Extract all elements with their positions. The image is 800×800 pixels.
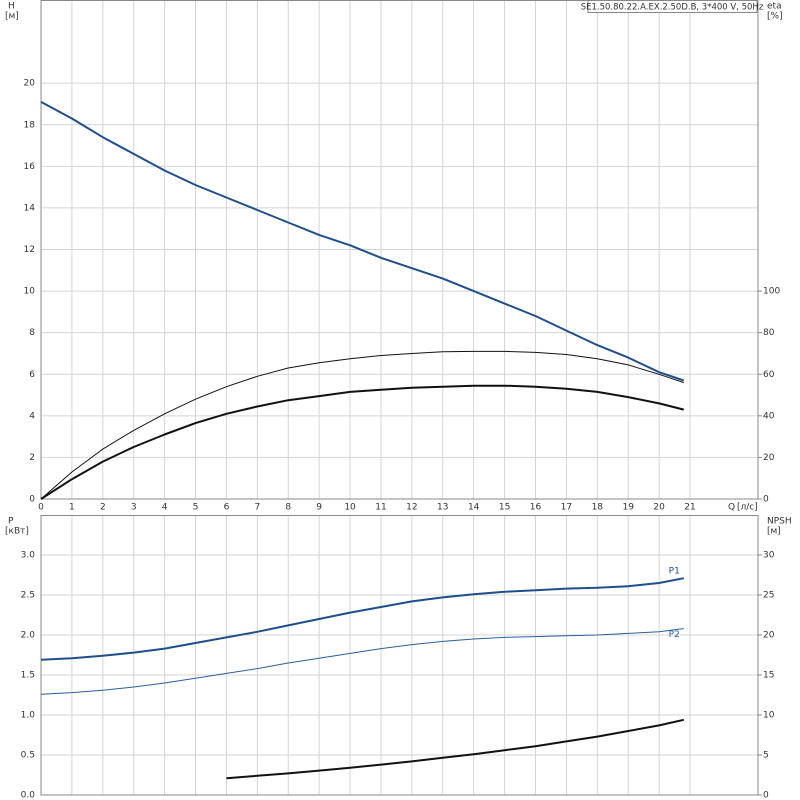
- y-tick-label: 3.0: [21, 551, 36, 561]
- y2-axis-unit: [м]: [767, 527, 781, 537]
- x-tick-label: 18: [592, 503, 604, 513]
- x-tick-label: 8: [285, 503, 291, 513]
- x-tick-label: 15: [499, 503, 510, 513]
- x-tick-label: 1: [69, 503, 75, 513]
- y-tick-label: 18: [24, 120, 36, 130]
- x-tick-label: 19: [622, 503, 634, 513]
- series-line: [226, 718, 685, 780]
- subtitle: SE1.50.80.22.A.EX.2.50D.B, 3*400 V, 50Hz: [581, 3, 764, 13]
- x-tick-label: 2: [100, 503, 106, 513]
- x-tick-label: 17: [561, 503, 572, 513]
- series-line: [40, 628, 684, 695]
- subtitle-box: [587, 0, 758, 13]
- y2-axis-label: NPSH: [767, 517, 792, 527]
- y-tick-label: 20: [24, 79, 36, 89]
- series-line: [40, 350, 684, 500]
- y2-tick-label: 100: [763, 287, 780, 297]
- y-tick-label: 1.5: [21, 671, 35, 681]
- x-tick-label: 21: [684, 503, 695, 513]
- series-line: [40, 101, 685, 382]
- y2-tick-label: 60: [763, 370, 775, 380]
- plot-frame: [40, 515, 759, 796]
- y-tick-label: 14: [24, 203, 36, 213]
- y2-tick-label: 25: [763, 591, 774, 601]
- x-tick-label: 4: [162, 503, 168, 513]
- y2-tick-label: 5: [763, 751, 769, 761]
- x-tick-label: 10: [344, 503, 356, 513]
- x-tick-label: 5: [193, 503, 199, 513]
- series-label: P1: [669, 567, 680, 577]
- y-tick-label: 0.0: [21, 791, 36, 800]
- x-tick-label: 7: [254, 503, 260, 513]
- y-axis-label: H: [8, 2, 15, 12]
- series-label: P2: [669, 630, 680, 640]
- y-axis-unit: [кВт]: [5, 527, 29, 537]
- y-tick-label: 2.5: [21, 591, 35, 601]
- y2-tick-label: 40: [763, 411, 775, 421]
- x-tick-label: 0: [38, 503, 44, 513]
- y2-tick-label: 20: [763, 453, 775, 463]
- y2-tick-label: 15: [763, 671, 774, 681]
- plot-frame: [40, 0, 759, 500]
- y-tick-label: 2: [29, 453, 35, 463]
- y-tick-label: 2.0: [21, 631, 36, 641]
- x-tick-label: 13: [437, 503, 448, 513]
- y2-tick-label: 0: [763, 791, 769, 800]
- y2-tick-label: 0: [763, 495, 769, 505]
- y-tick-label: 0.5: [21, 751, 35, 761]
- series-line: [40, 384, 685, 500]
- y2-axis-unit: [%]: [767, 12, 783, 22]
- x-tick-label: 12: [406, 503, 417, 513]
- x-tick-label: 14: [468, 503, 480, 513]
- x-tick-label: 20: [653, 503, 665, 513]
- y2-axis-label: eta: [767, 2, 782, 12]
- y-tick-label: 12: [24, 245, 35, 255]
- x-tick-label: 9: [316, 503, 322, 513]
- series-line: [40, 577, 684, 661]
- y-axis-unit: [м]: [5, 12, 19, 22]
- x-axis-unit: [л/с]: [737, 503, 758, 513]
- x-tick-label: 6: [224, 503, 230, 513]
- y-tick-label: 4: [29, 411, 35, 421]
- y-tick-label: 10: [24, 287, 36, 297]
- y-tick-label: 1.0: [21, 711, 36, 721]
- x-tick-label: 16: [530, 503, 542, 513]
- y2-tick-label: 10: [763, 711, 775, 721]
- y-axis-label: P: [8, 517, 14, 527]
- y-tick-label: 8: [29, 328, 35, 338]
- y2-tick-label: 80: [763, 328, 775, 338]
- x-tick-label: 3: [131, 503, 137, 513]
- y2-tick-label: 30: [763, 551, 775, 561]
- x-axis-label: Q: [728, 503, 735, 513]
- x-tick-label: 11: [375, 503, 386, 513]
- y-tick-label: 16: [24, 162, 36, 172]
- y-tick-label: 0: [29, 495, 35, 505]
- y2-tick-label: 20: [763, 631, 775, 641]
- y-tick-label: 6: [29, 370, 35, 380]
